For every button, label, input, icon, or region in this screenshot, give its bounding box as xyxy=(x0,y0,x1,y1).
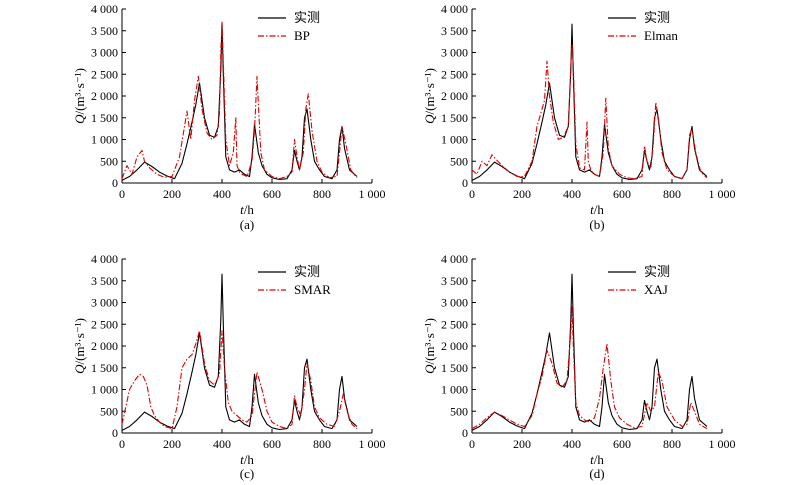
x-tick-label: 200 xyxy=(163,437,181,451)
x-tick-label: 400 xyxy=(213,187,231,201)
y-tick-label: 4 000 xyxy=(91,2,118,16)
y-tick-label: 2 500 xyxy=(91,317,118,331)
y-tick-label: 3 000 xyxy=(441,46,468,60)
x-tick-label: 600 xyxy=(613,187,631,201)
x-tick-label: 600 xyxy=(263,187,281,201)
chart-panel-c: 0 200 400 600 800 1 000 0 500 1 000 1 500 2 000 2 5… xyxy=(72,252,386,481)
legend-label: 实测 xyxy=(294,264,320,279)
legend-label: 实测 xyxy=(644,10,670,25)
series-line-observed xyxy=(471,23,708,181)
y-tick-label: 1 000 xyxy=(91,383,118,397)
y-tick-label: 1 500 xyxy=(441,111,468,125)
x-tick-label: 200 xyxy=(163,187,181,201)
series-line-observed xyxy=(121,273,358,431)
series-line-simulated xyxy=(121,330,358,430)
chart-panel-b: 0 200 400 600 800 1 000 0 500 1 000 1 500 2 000 2 5… xyxy=(422,2,736,232)
x-tick-label: 800 xyxy=(663,187,681,201)
legend-label: XAJ xyxy=(644,282,668,297)
y-tick-label: 500 xyxy=(100,154,118,168)
y-tick-label: 2 000 xyxy=(91,339,118,353)
legend-label: SMAR xyxy=(294,282,331,297)
legend-label: BP xyxy=(294,28,310,43)
x-tick-label: 1 000 xyxy=(359,437,386,451)
chart-panel-d: 0 200 400 600 800 1 000 0 500 1 000 1 500 2 000 2 5… xyxy=(422,252,736,481)
y-tick-label: 2 500 xyxy=(441,317,468,331)
legend: 实测 Elman xyxy=(608,10,678,43)
legend-label: Elman xyxy=(644,28,678,43)
y-tick-label: 2 500 xyxy=(441,67,468,81)
x-tick-label: 200 xyxy=(513,437,531,451)
y-tick-label: 500 xyxy=(450,404,468,418)
y-tick-label: 1 500 xyxy=(441,361,468,375)
y-tick-label: 500 xyxy=(450,154,468,168)
x-tick-label: 400 xyxy=(563,187,581,201)
x-tick-label: 800 xyxy=(663,437,681,451)
series-line-simulated xyxy=(121,21,358,180)
legend-label: 实测 xyxy=(644,264,670,279)
x-tick-label: 800 xyxy=(313,187,331,201)
x-tick-label: 1 000 xyxy=(359,187,386,201)
x-tick-label: 600 xyxy=(613,437,631,451)
y-axis-label: Q/(m³·s⁻¹) xyxy=(422,68,437,124)
y-tick-label: 3 000 xyxy=(91,296,118,310)
panel-caption: (c) xyxy=(240,466,254,481)
x-tick-label: 0 xyxy=(119,187,125,201)
x-tick-label: 1 000 xyxy=(709,437,736,451)
legend-label: 实测 xyxy=(294,10,320,25)
y-axis-label: Q/(m³·s⁻¹) xyxy=(72,318,87,374)
x-tick-label: 1 000 xyxy=(709,187,736,201)
x-tick-label: 0 xyxy=(119,437,125,451)
panel-caption: (d) xyxy=(589,466,604,481)
y-tick-label: 2 000 xyxy=(441,89,468,103)
series-line-observed xyxy=(471,273,708,431)
y-tick-label: 3 000 xyxy=(441,296,468,310)
y-tick-label: 2 000 xyxy=(91,89,118,103)
series-line-simulated xyxy=(471,43,708,180)
y-axis-label: Q/(m³·s⁻¹) xyxy=(422,318,437,374)
chart-panel-a: 0 200 400 600 800 1 000 0 500 1 000 1 500 2 000 2 5… xyxy=(72,2,386,232)
legend: 实测 XAJ xyxy=(608,264,670,297)
y-tick-label: 3 000 xyxy=(91,46,118,60)
y-tick-label: 1 500 xyxy=(91,111,118,125)
x-tick-label: 800 xyxy=(313,437,331,451)
x-tick-label: 200 xyxy=(513,187,531,201)
panel-caption: (b) xyxy=(589,217,604,232)
x-tick-label: 400 xyxy=(563,437,581,451)
panel-caption: (a) xyxy=(240,217,254,232)
x-axis-label: t/h xyxy=(240,452,254,467)
y-tick-label: 4 000 xyxy=(441,2,468,16)
y-tick-label: 1 500 xyxy=(91,361,118,375)
y-tick-label: 3 500 xyxy=(441,274,468,288)
x-tick-label: 600 xyxy=(263,437,281,451)
y-tick-label: 0 xyxy=(462,426,468,440)
y-tick-label: 4 000 xyxy=(91,252,118,266)
x-tick-label: 0 xyxy=(469,187,475,201)
y-tick-label: 2 500 xyxy=(91,67,118,81)
x-tick-label: 400 xyxy=(213,437,231,451)
x-axis-label: t/h xyxy=(240,202,254,217)
x-axis-label: t/h xyxy=(590,452,604,467)
y-tick-label: 0 xyxy=(462,176,468,190)
x-tick-label: 0 xyxy=(469,437,475,451)
y-tick-label: 1 000 xyxy=(91,133,118,147)
y-tick-label: 500 xyxy=(100,404,118,418)
legend: 实测 SMAR xyxy=(258,264,331,297)
y-tick-label: 3 500 xyxy=(91,274,118,288)
y-tick-label: 0 xyxy=(112,426,118,440)
y-tick-label: 4 000 xyxy=(441,252,468,266)
x-axis-label: t/h xyxy=(590,202,604,217)
series-line-simulated xyxy=(471,306,708,430)
y-tick-label: 1 000 xyxy=(441,133,468,147)
y-tick-label: 1 000 xyxy=(441,383,468,397)
y-tick-label: 3 500 xyxy=(91,24,118,38)
y-tick-label: 2 000 xyxy=(441,339,468,353)
legend: 实测 BP xyxy=(258,10,320,43)
y-tick-label: 3 500 xyxy=(441,24,468,38)
series-line-observed xyxy=(121,23,358,181)
y-axis-label: Q/(m³·s⁻¹) xyxy=(72,68,87,124)
y-tick-label: 0 xyxy=(112,176,118,190)
